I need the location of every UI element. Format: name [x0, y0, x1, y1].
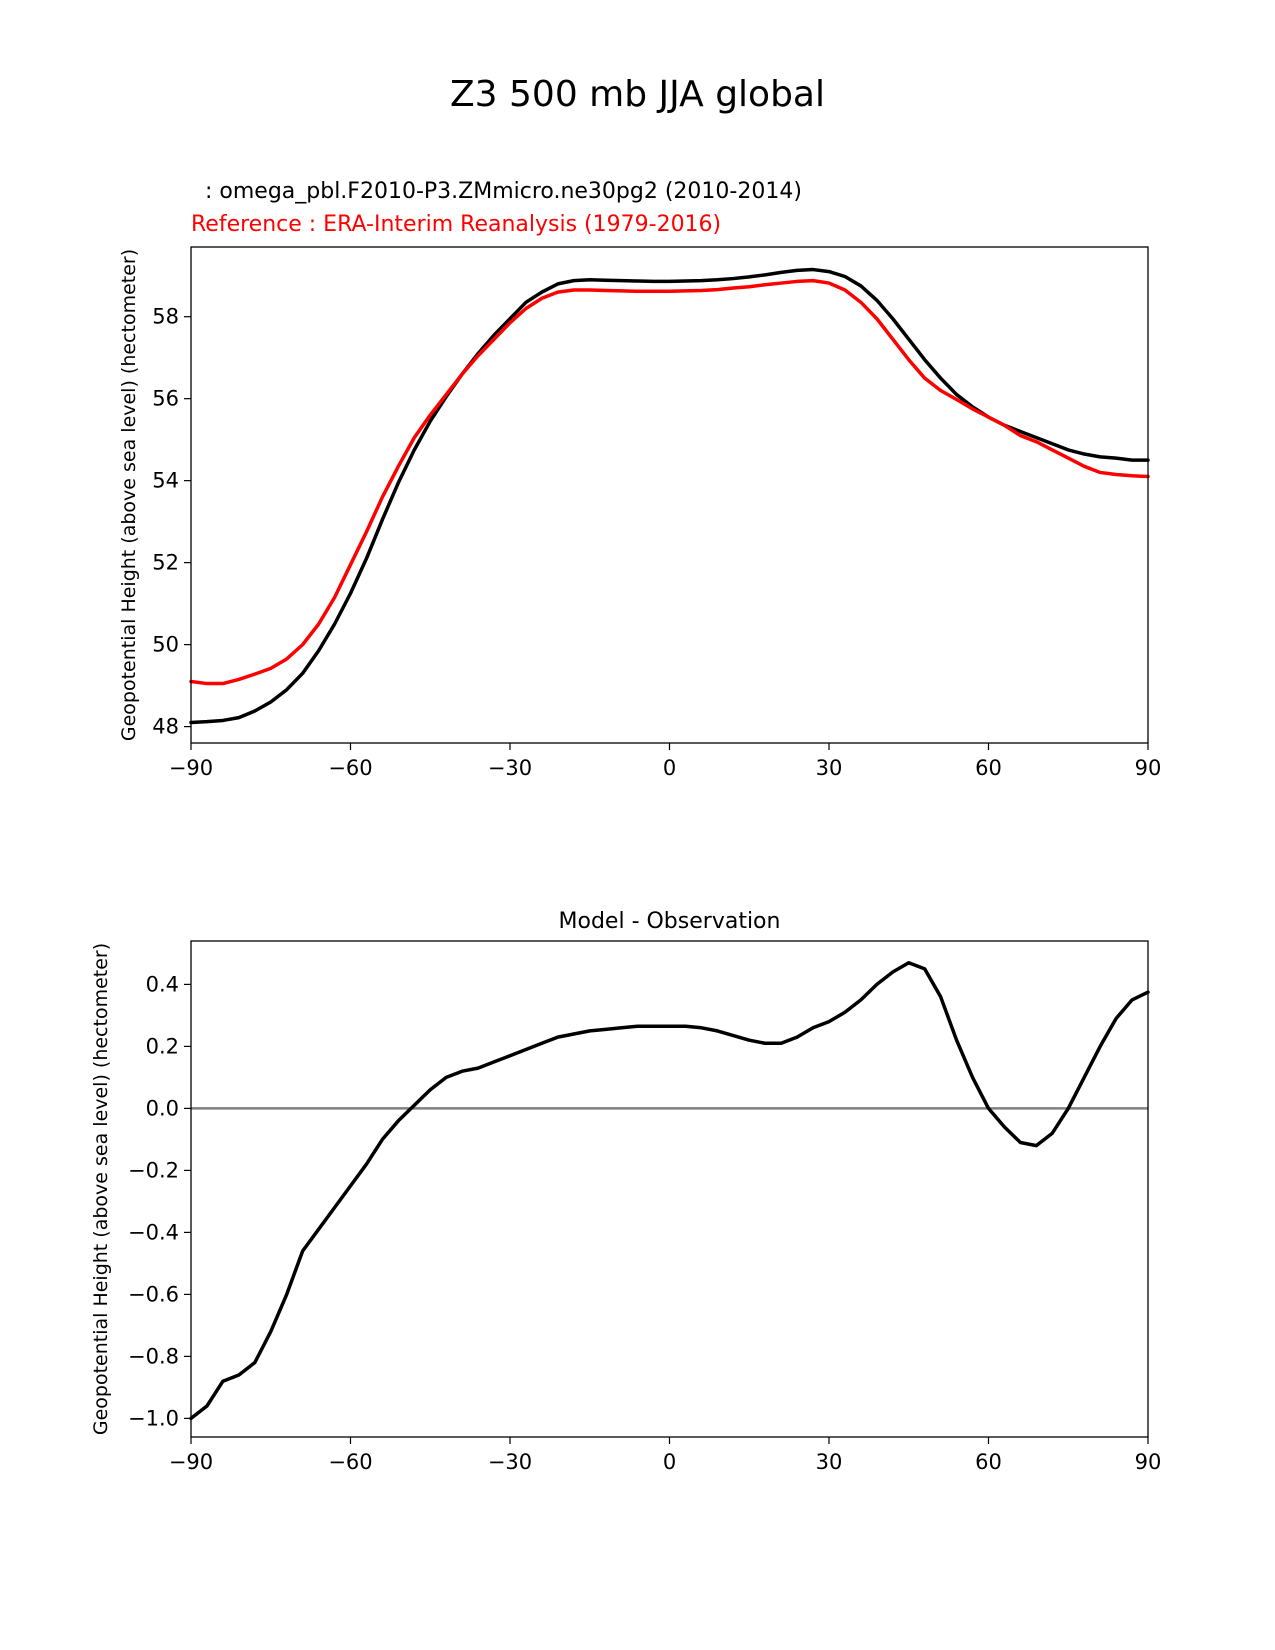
bottom-series	[189, 960, 1150, 1421]
bottom-ticks: −90 −60 −30 0 30 60 90 −1.0 −0.8 −0.6 −0.4 −0.2 0.0 0…	[128, 972, 1161, 1474]
bottom-x-tick-label: −30	[488, 1450, 532, 1474]
top-x-tick-label: 0	[663, 756, 676, 780]
bottom-x-tick-label: −60	[328, 1450, 372, 1474]
bottom-x-tick-label: 0	[663, 1450, 676, 1474]
top-chart: : omega_pbl.F2010-P3.ZMmicro.ne30pg2 (20…	[118, 179, 1161, 780]
top-reference-title: Reference : ERA-Interim Reanalysis (1979…	[191, 212, 721, 237]
bottom-chart-title: Model - Observation	[559, 909, 781, 934]
bottom-y-tick-label: 0.2	[146, 1034, 179, 1058]
top-x-tick-label: 60	[975, 756, 1002, 780]
top-y-tick-label: 50	[152, 633, 179, 657]
bottom-x-tick-label: 30	[816, 1450, 843, 1474]
top-y-tick-label: 58	[152, 305, 179, 329]
top-series-line-2	[189, 278, 1150, 686]
bottom-axes-frame	[190, 940, 1149, 1438]
top-y-tick-label: 54	[152, 469, 179, 493]
top-test-title: : omega_pbl.F2010-P3.ZMmicro.ne30pg2 (20…	[191, 179, 802, 204]
bottom-y-tick-label: −1.0	[128, 1406, 179, 1430]
top-axes-frame	[190, 246, 1149, 744]
bottom-y-tick-label: 0.0	[146, 1096, 179, 1120]
top-y-tick-label: 52	[152, 551, 179, 575]
bottom-y-tick-label: −0.6	[128, 1282, 179, 1306]
bottom-x-tick-label: 60	[975, 1450, 1002, 1474]
top-series	[189, 267, 1150, 725]
bottom-y-tick-label: 0.4	[146, 972, 179, 996]
top-x-tick-label: 30	[816, 756, 843, 780]
bottom-y-tick-label: −0.2	[128, 1158, 179, 1182]
bottom-chart: Model - Observation Geopotential Height …	[90, 909, 1161, 1474]
bottom-x-tick-label: −90	[169, 1450, 213, 1474]
bottom-y-axis-label: Geopotential Height (above sea level) (h…	[90, 943, 112, 1435]
top-series-line-1	[189, 267, 1150, 725]
bottom-y-tick-label: −0.4	[128, 1220, 179, 1244]
bottom-y-tick-label: −0.8	[128, 1344, 179, 1368]
top-x-tick-label: −90	[169, 756, 213, 780]
top-y-axis-label: Geopotential Height (above sea level) (h…	[118, 249, 140, 741]
top-x-tick-label: −60	[328, 756, 372, 780]
top-y-tick-label: 56	[152, 387, 179, 411]
bottom-series-line-1	[189, 960, 1150, 1421]
top-ticks: −90 −60 −30 0 30 60 90 48 50 52 54 56 58	[152, 305, 1161, 780]
top-y-tick-label: 48	[152, 715, 179, 739]
bottom-x-tick-label: 90	[1135, 1450, 1162, 1474]
top-x-tick-label: 90	[1135, 756, 1162, 780]
top-x-tick-label: −30	[488, 756, 532, 780]
figure-title: Z3 500 mb JJA global	[450, 74, 825, 115]
